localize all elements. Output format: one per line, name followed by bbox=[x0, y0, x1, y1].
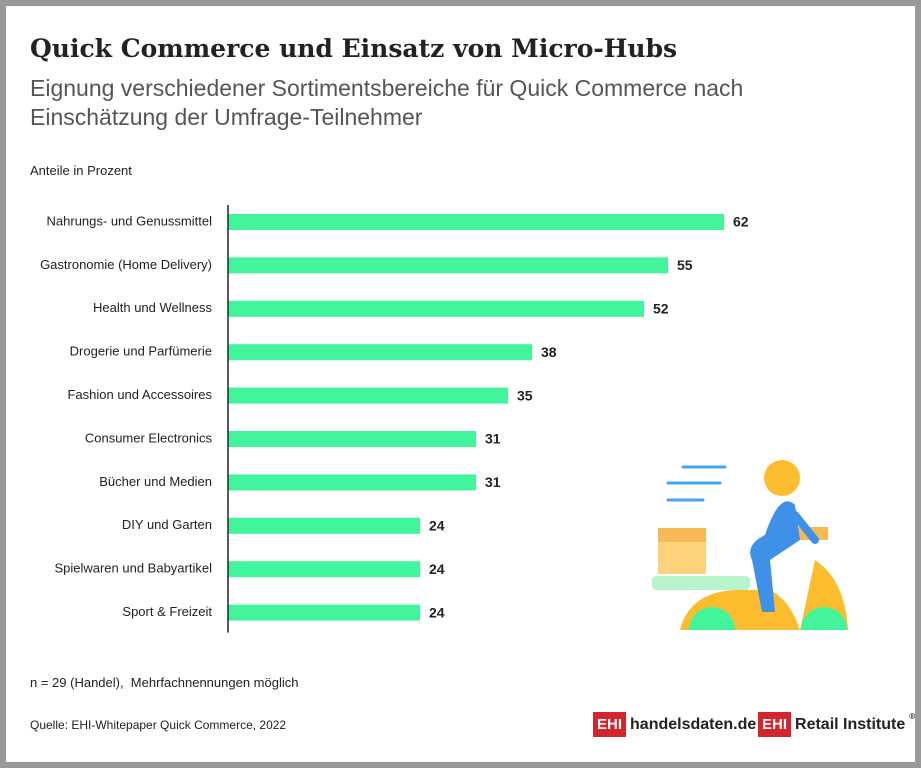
bar bbox=[228, 387, 508, 404]
value-label: 62 bbox=[733, 214, 749, 230]
y-tick-label: Gastronomie (Home Delivery) bbox=[40, 257, 212, 272]
bar bbox=[228, 517, 420, 534]
unit-label: Anteile in Prozent bbox=[30, 163, 132, 178]
y-tick-label: Spielwaren und Babyartikel bbox=[54, 561, 212, 576]
y-tick-label: Consumer Electronics bbox=[85, 430, 213, 445]
value-label: 52 bbox=[653, 301, 669, 317]
logo-badge: EHI bbox=[593, 712, 627, 737]
bar bbox=[228, 214, 724, 230]
chart-subtitle: Eignung verschiedener Sortimentsbereiche… bbox=[30, 75, 744, 130]
value-label: 24 bbox=[429, 604, 445, 620]
bar bbox=[228, 604, 420, 621]
value-label: 31 bbox=[485, 431, 501, 447]
bar bbox=[228, 561, 420, 578]
chart-title: Quick Commerce und Einsatz von Micro-Hub… bbox=[30, 34, 678, 63]
logo-text: handelsdaten.de bbox=[630, 715, 757, 733]
bar bbox=[228, 300, 644, 317]
logo-mark: ® bbox=[909, 712, 916, 721]
note: n = 29 (Handel), Mehrfachnennungen mögli… bbox=[30, 675, 299, 690]
y-tick-label: Health und Wellness bbox=[93, 300, 212, 315]
bar bbox=[228, 431, 476, 447]
y-tick-label: DIY und Garten bbox=[122, 517, 212, 532]
value-label: 55 bbox=[677, 257, 693, 273]
logo: EHI Retail Institute ® bbox=[758, 712, 915, 737]
y-tick-label: Sport & Freizeit bbox=[122, 604, 212, 619]
value-label: 24 bbox=[429, 518, 445, 534]
logo-text: Retail Institute bbox=[795, 715, 906, 733]
source: Quelle: EHI-Whitepaper Quick Commerce, 2… bbox=[30, 718, 287, 732]
logo: EHI handelsdaten.de bbox=[593, 712, 756, 737]
y-tick-label: Fashion und Accessoires bbox=[67, 387, 212, 402]
bar bbox=[228, 257, 668, 274]
y-tick-label: Bücher und Medien bbox=[99, 474, 212, 489]
value-label: 31 bbox=[485, 474, 501, 490]
bar bbox=[228, 344, 532, 361]
value-label: 24 bbox=[429, 561, 445, 577]
y-tick-label: Drogerie und Parfümerie bbox=[70, 344, 212, 359]
y-tick-label: Nahrungs- und Genussmittel bbox=[47, 213, 213, 228]
logo-badge: EHI bbox=[758, 712, 792, 737]
value-label: 35 bbox=[517, 387, 533, 403]
value-label: 38 bbox=[541, 344, 557, 360]
illustration bbox=[650, 460, 860, 660]
bar bbox=[228, 474, 476, 491]
